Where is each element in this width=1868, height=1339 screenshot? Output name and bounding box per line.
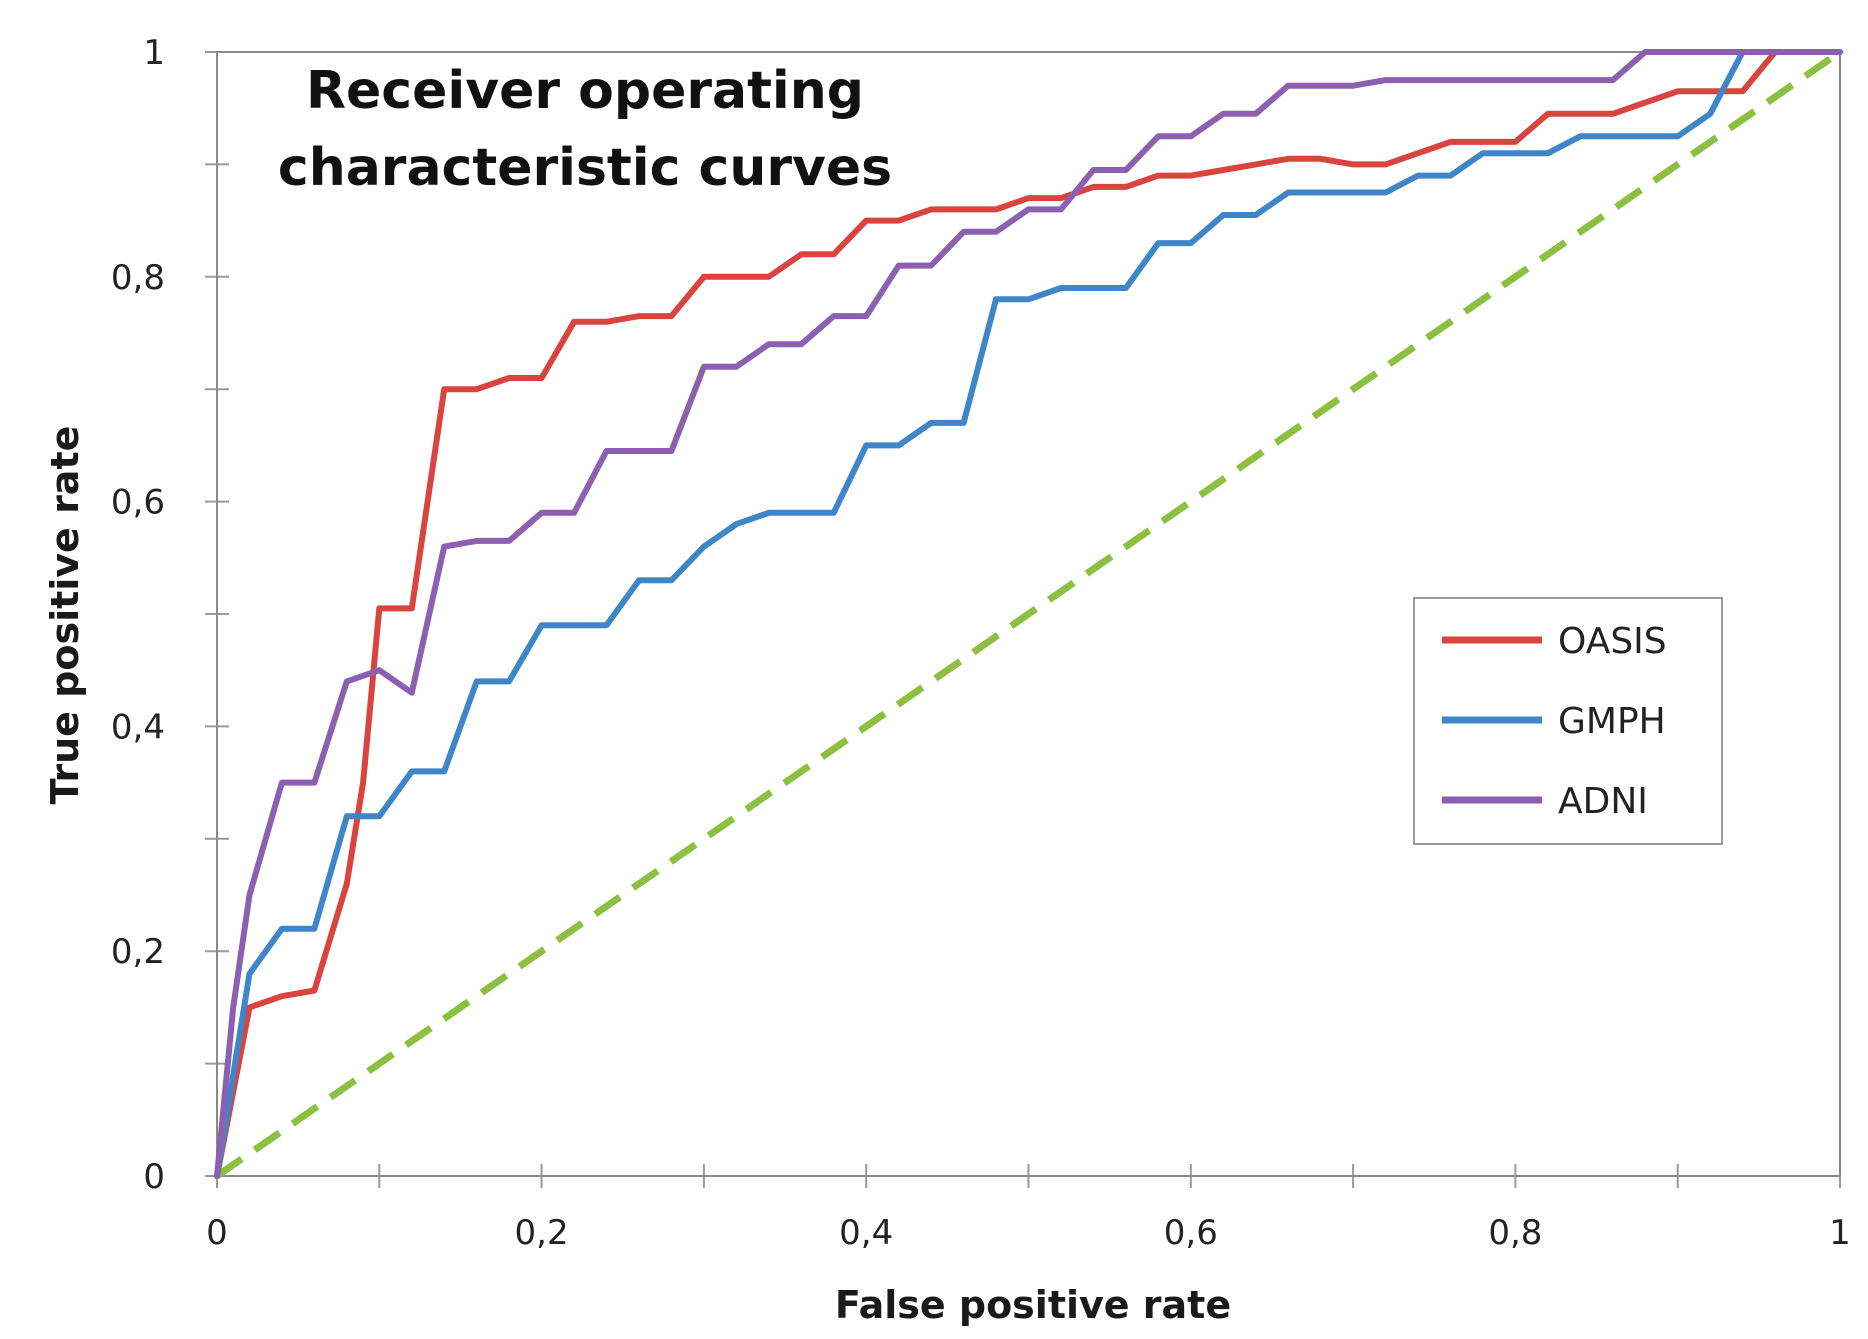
series-layer bbox=[214, 49, 1843, 1179]
legend-label-oasis: OASIS bbox=[1558, 621, 1667, 662]
series-line-oasis bbox=[214, 49, 1843, 1179]
x-tick-label: 0,6 bbox=[1164, 1213, 1218, 1253]
tick-labels: 0 0,2 0,4 0,6 0,8 1 0 0,2 0,4 0,6 0,8 1 bbox=[111, 33, 1851, 1253]
legend: OASIS GMPH ADNI bbox=[1413, 597, 1723, 845]
y-tick-label: 0,6 bbox=[111, 483, 165, 523]
plot-area-frame bbox=[216, 51, 1841, 1177]
y-tick-label: 0,4 bbox=[111, 707, 165, 747]
y-tick-label: 0 bbox=[143, 1157, 165, 1197]
x-axis-title: False positive rate bbox=[835, 1283, 1231, 1327]
y-tick-label: 0,2 bbox=[111, 932, 165, 972]
series-line-adni bbox=[214, 49, 1843, 1179]
series-line-chance bbox=[215, 49, 1842, 1179]
chart-title-line-2: characteristic curves bbox=[278, 138, 892, 198]
y-tick-label: 1 bbox=[143, 33, 165, 73]
chart-title: Receiver operating characteristic curves bbox=[278, 61, 892, 198]
legend-label-adni: ADNI bbox=[1558, 781, 1648, 822]
chart-title-line-1: Receiver operating bbox=[306, 61, 864, 121]
x-tick-label: 0 bbox=[206, 1213, 228, 1253]
x-tick-label: 0,4 bbox=[839, 1213, 893, 1253]
legend-label-gmph: GMPH bbox=[1558, 701, 1666, 742]
x-tick-label: 0,8 bbox=[1488, 1213, 1542, 1253]
x-tick-label: 1 bbox=[1829, 1213, 1851, 1253]
x-tick-label: 0,2 bbox=[515, 1213, 569, 1253]
series-line-gmph bbox=[214, 49, 1843, 1179]
y-axis-title: True positive rate bbox=[43, 426, 87, 805]
y-tick-label: 0,8 bbox=[111, 258, 165, 298]
